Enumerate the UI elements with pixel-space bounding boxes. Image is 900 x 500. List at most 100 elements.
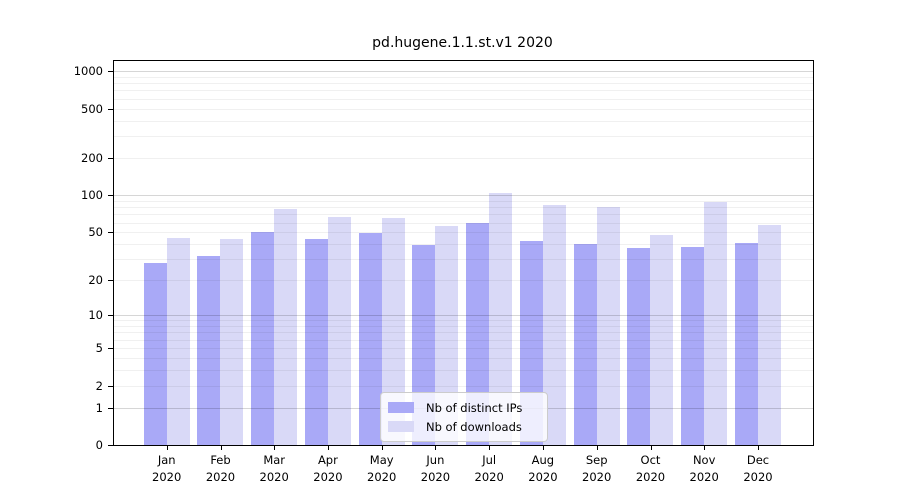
chart-title: pd.hugene.1.1.st.v1 2020 xyxy=(372,35,553,51)
bar-apr-distinct-ips xyxy=(304,238,328,445)
x-tick-jan xyxy=(166,446,168,450)
bar-nov-downloads xyxy=(704,202,728,445)
x-tick-label-aug: Aug 2020 xyxy=(528,453,558,484)
gridline-minor-500 xyxy=(114,108,813,110)
x-tick-label-feb: Feb 2020 xyxy=(205,453,236,484)
y-tick-label-5: 5 xyxy=(95,341,103,355)
x-tick-aug xyxy=(542,446,544,450)
bar-sep-distinct-ips xyxy=(573,244,597,445)
y-tick-1 xyxy=(108,407,113,409)
legend-entry-downloads: Nb of downloads xyxy=(388,417,539,436)
gridline-minor-50 xyxy=(114,232,813,234)
x-tick-nov xyxy=(704,446,706,450)
gridline-minor-9 xyxy=(114,320,813,322)
bar-jan-distinct-ips xyxy=(143,262,167,445)
bar-sep-downloads xyxy=(596,207,620,445)
x-tick-mar xyxy=(274,446,276,450)
x-tick-label-jan: Jan 2020 xyxy=(152,453,182,484)
x-tick-label-oct: Oct 2020 xyxy=(635,453,666,484)
bar-oct-downloads xyxy=(650,235,674,445)
gridline-minor-80 xyxy=(114,207,813,209)
gridline-minor-2 xyxy=(114,385,813,387)
gridline-minor-8 xyxy=(114,326,813,328)
y-tick-label-10: 10 xyxy=(88,308,103,323)
bar-jul-distinct-ips xyxy=(466,223,490,445)
x-tick-label-apr: Apr 2020 xyxy=(313,453,343,484)
x-tick-feb xyxy=(220,446,222,450)
y-tick-100 xyxy=(108,195,113,197)
y-tick-10 xyxy=(108,315,113,317)
bar-feb-downloads xyxy=(220,238,244,445)
x-tick-jul xyxy=(489,446,491,450)
bar-oct-distinct-ips xyxy=(627,248,651,445)
y-tick-2 xyxy=(108,385,113,387)
x-tick-label-mar: Mar 2020 xyxy=(259,453,289,484)
y-tick-0 xyxy=(108,445,113,446)
gridline-minor-800 xyxy=(114,83,813,85)
y-tick-200 xyxy=(108,157,113,159)
y-tick-500 xyxy=(108,108,113,110)
gridline-major-100 xyxy=(114,195,813,197)
y-tick-1000 xyxy=(108,71,113,72)
x-tick-label-jun: Jun 2020 xyxy=(420,453,451,484)
bar-jul-downloads xyxy=(489,192,513,445)
y-tick-50 xyxy=(108,232,113,234)
gridline-major-1000 xyxy=(114,71,813,72)
x-tick-dec xyxy=(758,446,759,450)
gridline-minor-5 xyxy=(114,348,813,349)
gridline-minor-6 xyxy=(114,339,813,341)
legend-label-downloads: Nb of downloads xyxy=(426,419,522,434)
gridline-minor-300 xyxy=(114,136,813,137)
x-tick-label-jul: Jul 2020 xyxy=(474,453,504,484)
x-tick-jun xyxy=(435,446,437,450)
x-tick-label-nov: Nov 2020 xyxy=(689,453,719,484)
gridline-major-10 xyxy=(114,315,813,317)
y-tick-label-50: 50 xyxy=(88,225,103,240)
gridline-minor-400 xyxy=(114,120,813,122)
y-tick-label-200: 200 xyxy=(81,150,103,165)
legend-swatch-distinct-ips xyxy=(388,402,414,413)
x-tick-may xyxy=(381,446,383,450)
y-tick-5 xyxy=(108,348,113,349)
bar-mar-distinct-ips xyxy=(251,232,275,445)
gridline-minor-600 xyxy=(114,98,813,100)
bar-aug-downloads xyxy=(542,204,566,445)
x-tick-oct xyxy=(650,446,652,450)
gridline-minor-30 xyxy=(114,259,813,261)
x-tick-label-dec: Dec 2020 xyxy=(743,453,773,484)
legend-label-distinct-ips: Nb of distinct IPs xyxy=(426,400,523,415)
bar-jan-downloads xyxy=(166,237,190,445)
plot-area: Nb of distinct IPs Nb of downloads 0 1 2 5 1… xyxy=(74,60,814,484)
x-tick-label-may: May 2020 xyxy=(367,453,397,484)
gridline-minor-7 xyxy=(114,332,813,334)
bar-may-distinct-ips xyxy=(358,233,382,445)
x-tick-apr xyxy=(327,446,329,450)
y-tick-label-1: 1 xyxy=(95,400,103,415)
legend-entry-distinct-ips: Nb of distinct IPs xyxy=(388,398,539,417)
x-tick-label-sep: Sep 2020 xyxy=(582,453,612,484)
bar-feb-distinct-ips xyxy=(197,255,221,445)
gridline-minor-60 xyxy=(114,222,813,224)
gridline-minor-3 xyxy=(114,370,813,371)
gridline-minor-70 xyxy=(114,214,813,216)
y-tick-20 xyxy=(108,280,113,282)
gridline-minor-900 xyxy=(114,76,813,78)
gridline-minor-20 xyxy=(114,280,813,282)
gridline-minor-700 xyxy=(114,90,813,92)
gridline-minor-90 xyxy=(114,200,813,202)
legend-swatch-downloads xyxy=(388,421,414,432)
x-tick-sep xyxy=(596,446,598,450)
y-tick-label-20: 20 xyxy=(88,273,103,288)
gridline-minor-40 xyxy=(114,244,813,245)
gridline-minor-200 xyxy=(114,157,813,159)
legend: Nb of distinct IPs Nb of downloads xyxy=(380,392,548,442)
y-tick-label-0: 0 xyxy=(95,438,103,452)
gridline-minor-4 xyxy=(114,357,813,359)
bar-nov-distinct-ips xyxy=(681,246,705,445)
y-tick-label-500: 500 xyxy=(81,101,103,116)
y-tick-label-100: 100 xyxy=(81,188,103,203)
y-tick-label-1000: 1000 xyxy=(73,64,103,78)
bar-jun-downloads xyxy=(435,226,459,445)
bar-dec-distinct-ips xyxy=(734,242,758,445)
